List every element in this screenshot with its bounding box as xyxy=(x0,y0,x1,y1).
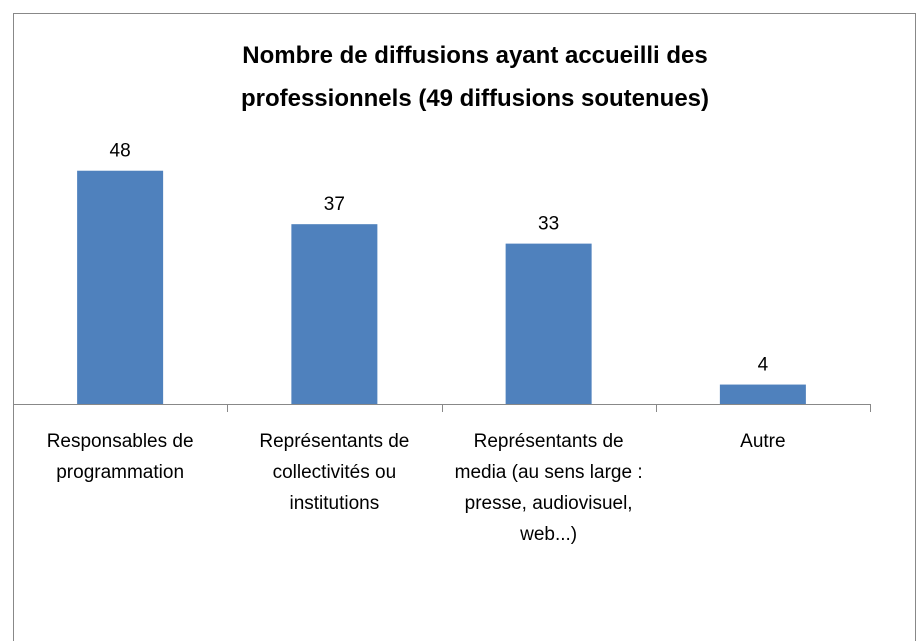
data-label: 33 xyxy=(538,214,559,235)
bar xyxy=(505,243,592,404)
data-label: 37 xyxy=(324,194,345,215)
chart-title: Nombre de diffusions ayant accueilli des… xyxy=(240,42,710,112)
x-tick-label: Représentants de media (au sens large : … xyxy=(454,431,643,545)
bar xyxy=(719,384,806,404)
x-tick-label: Responsables de programmation xyxy=(46,431,194,483)
x-tick-label: Représentants de collectivités ou instit… xyxy=(259,431,410,514)
chart-border xyxy=(13,13,916,641)
bar xyxy=(291,224,378,404)
x-tick-label: Autre xyxy=(740,431,786,452)
bar xyxy=(77,170,164,404)
data-label: 4 xyxy=(758,355,769,376)
data-label: 48 xyxy=(110,141,131,162)
